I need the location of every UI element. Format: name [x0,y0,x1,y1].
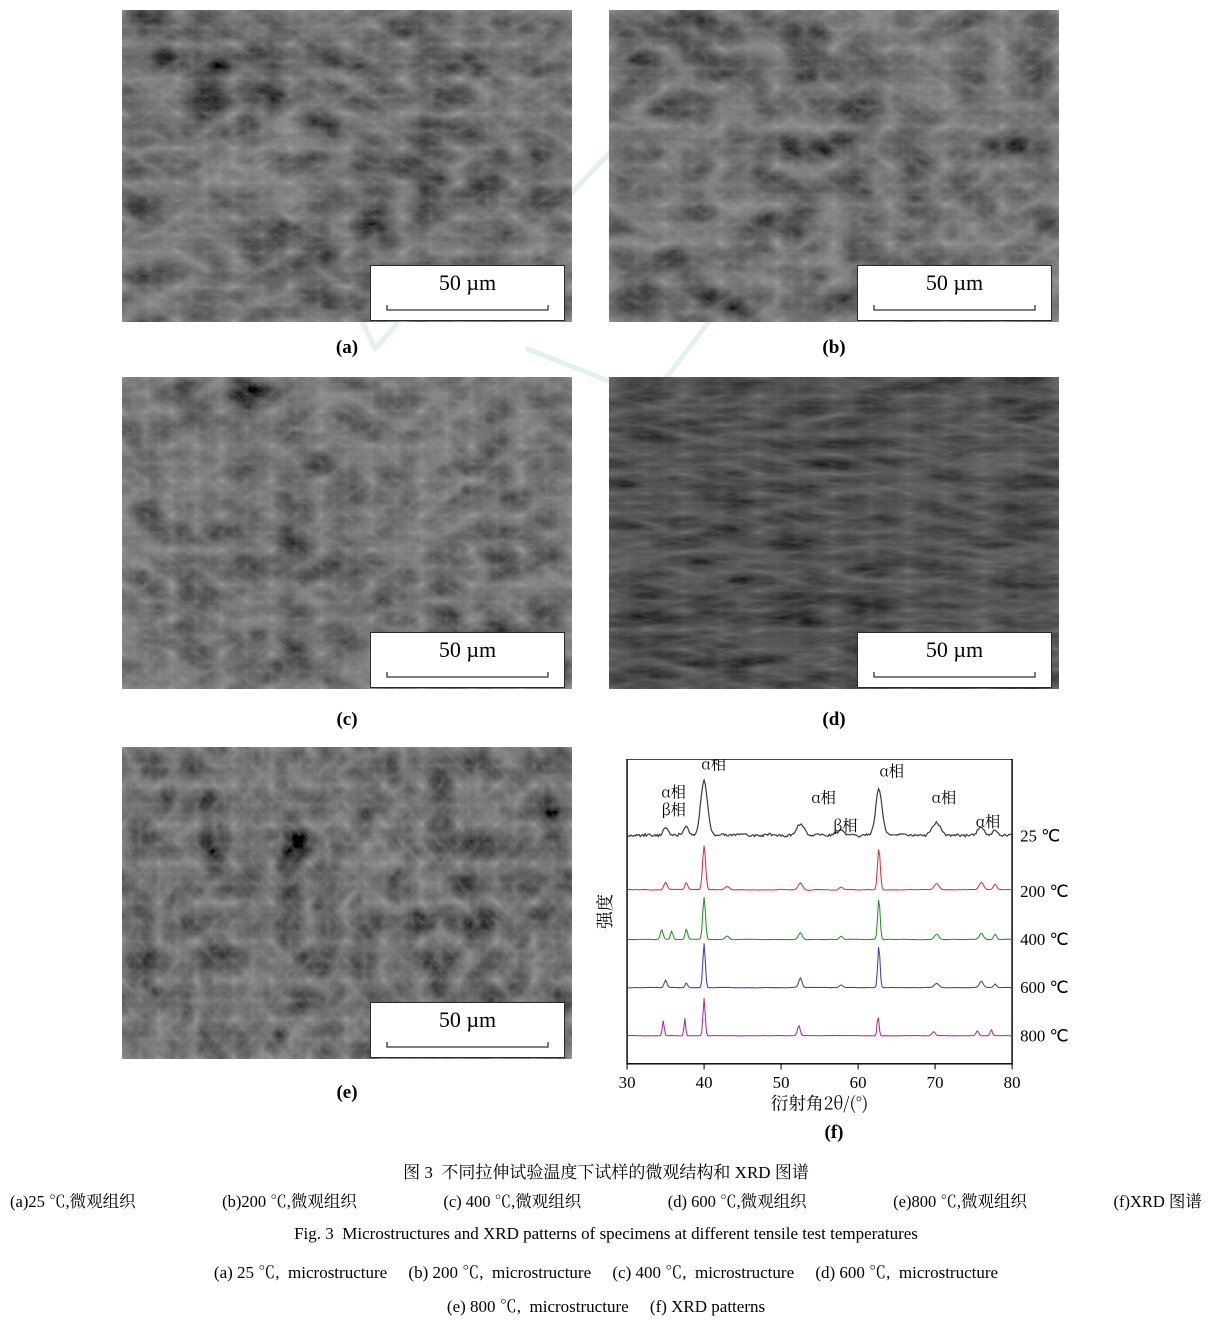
svg-text:α相: α相 [811,786,836,808]
svg-text:80: 80 [1004,1073,1021,1092]
svg-text:70: 70 [927,1073,944,1092]
svg-text:α相: α相 [879,760,904,782]
svg-text:强度: 强度 [595,893,617,929]
svg-text:400 ℃: 400 ℃ [1020,930,1068,949]
svg-text:α相: α相 [932,786,957,808]
svg-text:60: 60 [850,1073,867,1092]
svg-text:200 ℃: 200 ℃ [1020,882,1068,901]
svg-text:α相: α相 [701,759,726,774]
svg-text:25 ℃: 25 ℃ [1020,827,1060,846]
svg-text:40: 40 [696,1073,713,1092]
svg-text:30: 30 [619,1073,636,1092]
svg-text:β相: β相 [661,798,686,820]
svg-text:800 ℃: 800 ℃ [1020,1026,1068,1045]
svg-text:β相: β相 [833,814,858,836]
svg-text:600 ℃: 600 ℃ [1020,978,1068,997]
svg-text:50: 50 [773,1073,790,1092]
svg-text:α相: α相 [976,810,1001,832]
svg-text:衍射角2θ/(°): 衍射角2θ/(°) [771,1091,869,1116]
